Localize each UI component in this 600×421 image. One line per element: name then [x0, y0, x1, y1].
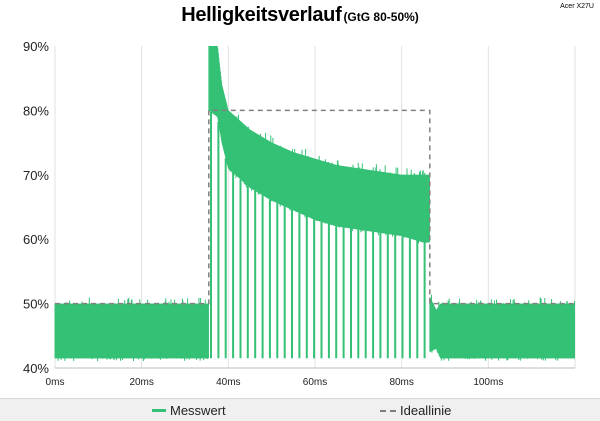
- series-layer: [54, 46, 575, 362]
- y-tick-label: 60%: [23, 232, 49, 247]
- y-tick-label: 50%: [23, 297, 49, 312]
- chart-title-main: Helligkeitsverlauf: [181, 4, 342, 26]
- legend-item-ideal: Ideallinie: [380, 403, 451, 418]
- legend-swatch-ideal: [380, 409, 396, 412]
- legend-swatch-measured: [152, 409, 166, 412]
- legend-label-ideal: Ideallinie: [400, 403, 452, 418]
- x-tick-label: 100ms: [473, 377, 503, 388]
- ideal-layer: [55, 109, 575, 305]
- legend: Messwert Ideallinie: [0, 398, 600, 421]
- x-tick-label: 40ms: [216, 377, 240, 388]
- brightness-chart: 0ms 20ms 40ms 60ms 80ms 100ms 40% 50% 60% 70% 80% 9…: [23, 39, 576, 388]
- y-tick-label: 80%: [23, 103, 49, 118]
- legend-label-measured: Messwert: [170, 403, 226, 418]
- axis-layer: 0ms 20ms 40ms 60ms 80ms 100ms 40% 50% 60% 70% 80% 9…: [23, 39, 575, 388]
- chart-title: Helligkeitsverlauf (GtG 80-50%): [0, 4, 600, 27]
- x-tick-label: 80ms: [389, 377, 413, 388]
- ideal-line: [55, 109, 575, 305]
- x-tick-label: 60ms: [303, 377, 327, 388]
- y-tick-label: 70%: [23, 168, 49, 183]
- y-tick-label: 40%: [23, 361, 49, 376]
- x-tick-label: 0ms: [46, 377, 65, 388]
- legend-item-measured: Messwert: [152, 403, 226, 418]
- x-tick-label: 20ms: [129, 377, 153, 388]
- measured-dips: [210, 112, 426, 359]
- measured-noise: [54, 46, 575, 362]
- brand-label: Acer X27U: [560, 3, 594, 10]
- y-tick-label: 90%: [23, 39, 49, 54]
- chart-subtitle: (GtG 80-50%): [343, 10, 419, 24]
